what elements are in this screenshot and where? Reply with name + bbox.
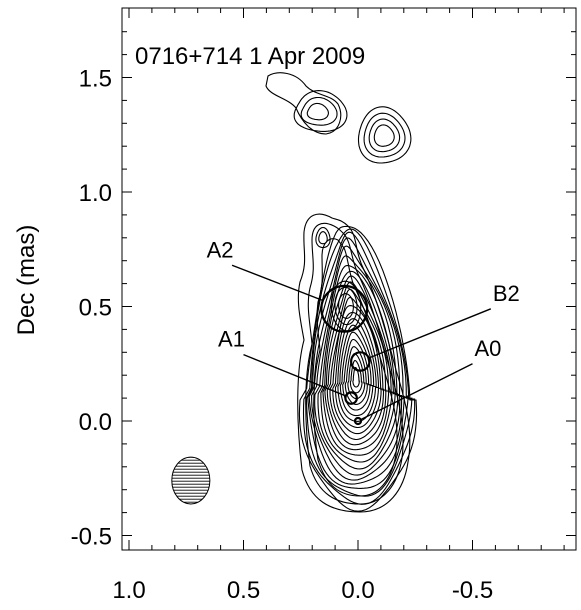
island-contour <box>265 72 342 135</box>
core-contour <box>305 231 413 497</box>
jet-knot-contour <box>318 231 328 245</box>
a2-contour <box>330 280 362 332</box>
island-contour <box>357 106 412 164</box>
x-tick-label: -0.5 <box>452 577 493 604</box>
component-label-b2: B2 <box>493 281 520 306</box>
island-contour <box>306 102 329 121</box>
chart-title: 0716+714 1 Apr 2009 <box>135 43 365 70</box>
plot-frame <box>121 7 577 551</box>
core-contour <box>320 275 396 463</box>
jet-contour <box>297 213 411 513</box>
core-contour <box>326 296 387 446</box>
y-tick-label: 1.5 <box>79 66 112 93</box>
island-contour <box>373 124 395 147</box>
component-label-a0: A0 <box>475 336 502 361</box>
core-contour <box>349 359 363 394</box>
core-contour <box>314 264 401 476</box>
a2-contour <box>334 286 358 326</box>
core-contour <box>347 353 366 400</box>
core-contour <box>317 270 399 470</box>
core-contour <box>339 331 374 417</box>
jet-contour <box>313 238 398 497</box>
y-tick-label: -0.5 <box>71 524 112 551</box>
component-label-a2: A2 <box>207 237 234 262</box>
x-tick-label: 0.5 <box>227 577 260 604</box>
y-tick-label: 1.0 <box>79 180 112 207</box>
core-contour <box>308 245 405 485</box>
component-label-a1: A1 <box>218 327 245 352</box>
component-label-group: A0 A1 B2 A2 <box>207 237 520 360</box>
island-contour <box>293 90 348 132</box>
component-circle-a0 <box>353 416 363 426</box>
core-contour <box>322 281 393 456</box>
component-circle-a2 <box>320 284 369 333</box>
core-contour <box>298 225 418 512</box>
core-contour <box>332 311 382 435</box>
component-leader-a0 <box>360 363 473 421</box>
y-tick-label: 0.5 <box>79 295 112 322</box>
component-circle-a1 <box>344 391 358 405</box>
component-leader-b2 <box>368 308 492 359</box>
core-contour <box>334 318 379 429</box>
island-contour <box>363 112 406 158</box>
jet-contour <box>305 222 404 505</box>
component-circle-group <box>231 264 492 426</box>
beam-ellipse <box>171 456 211 505</box>
y-axis-label: Dec (mas) <box>13 225 40 336</box>
component-leader-a1 <box>243 353 347 397</box>
island-contour <box>368 118 401 153</box>
x-tick-label: 0.0 <box>341 577 374 604</box>
component-leader-a2 <box>231 264 324 302</box>
x-tick-label: 1.0 <box>112 577 145 604</box>
core-contour <box>342 338 371 411</box>
core-contour <box>307 237 409 489</box>
a2-contour <box>338 293 354 319</box>
jet-knot-contour <box>315 226 331 249</box>
component-circle-b2 <box>350 351 371 372</box>
contour-group <box>265 72 418 513</box>
y-tick-label: 0.0 <box>79 409 112 436</box>
island-contour <box>300 96 338 126</box>
tick-group: 1.0 0.5 0.0 -0.5 1.5 1.0 0.5 0.0 -0.5 <box>71 8 576 604</box>
core-contour <box>302 228 416 505</box>
